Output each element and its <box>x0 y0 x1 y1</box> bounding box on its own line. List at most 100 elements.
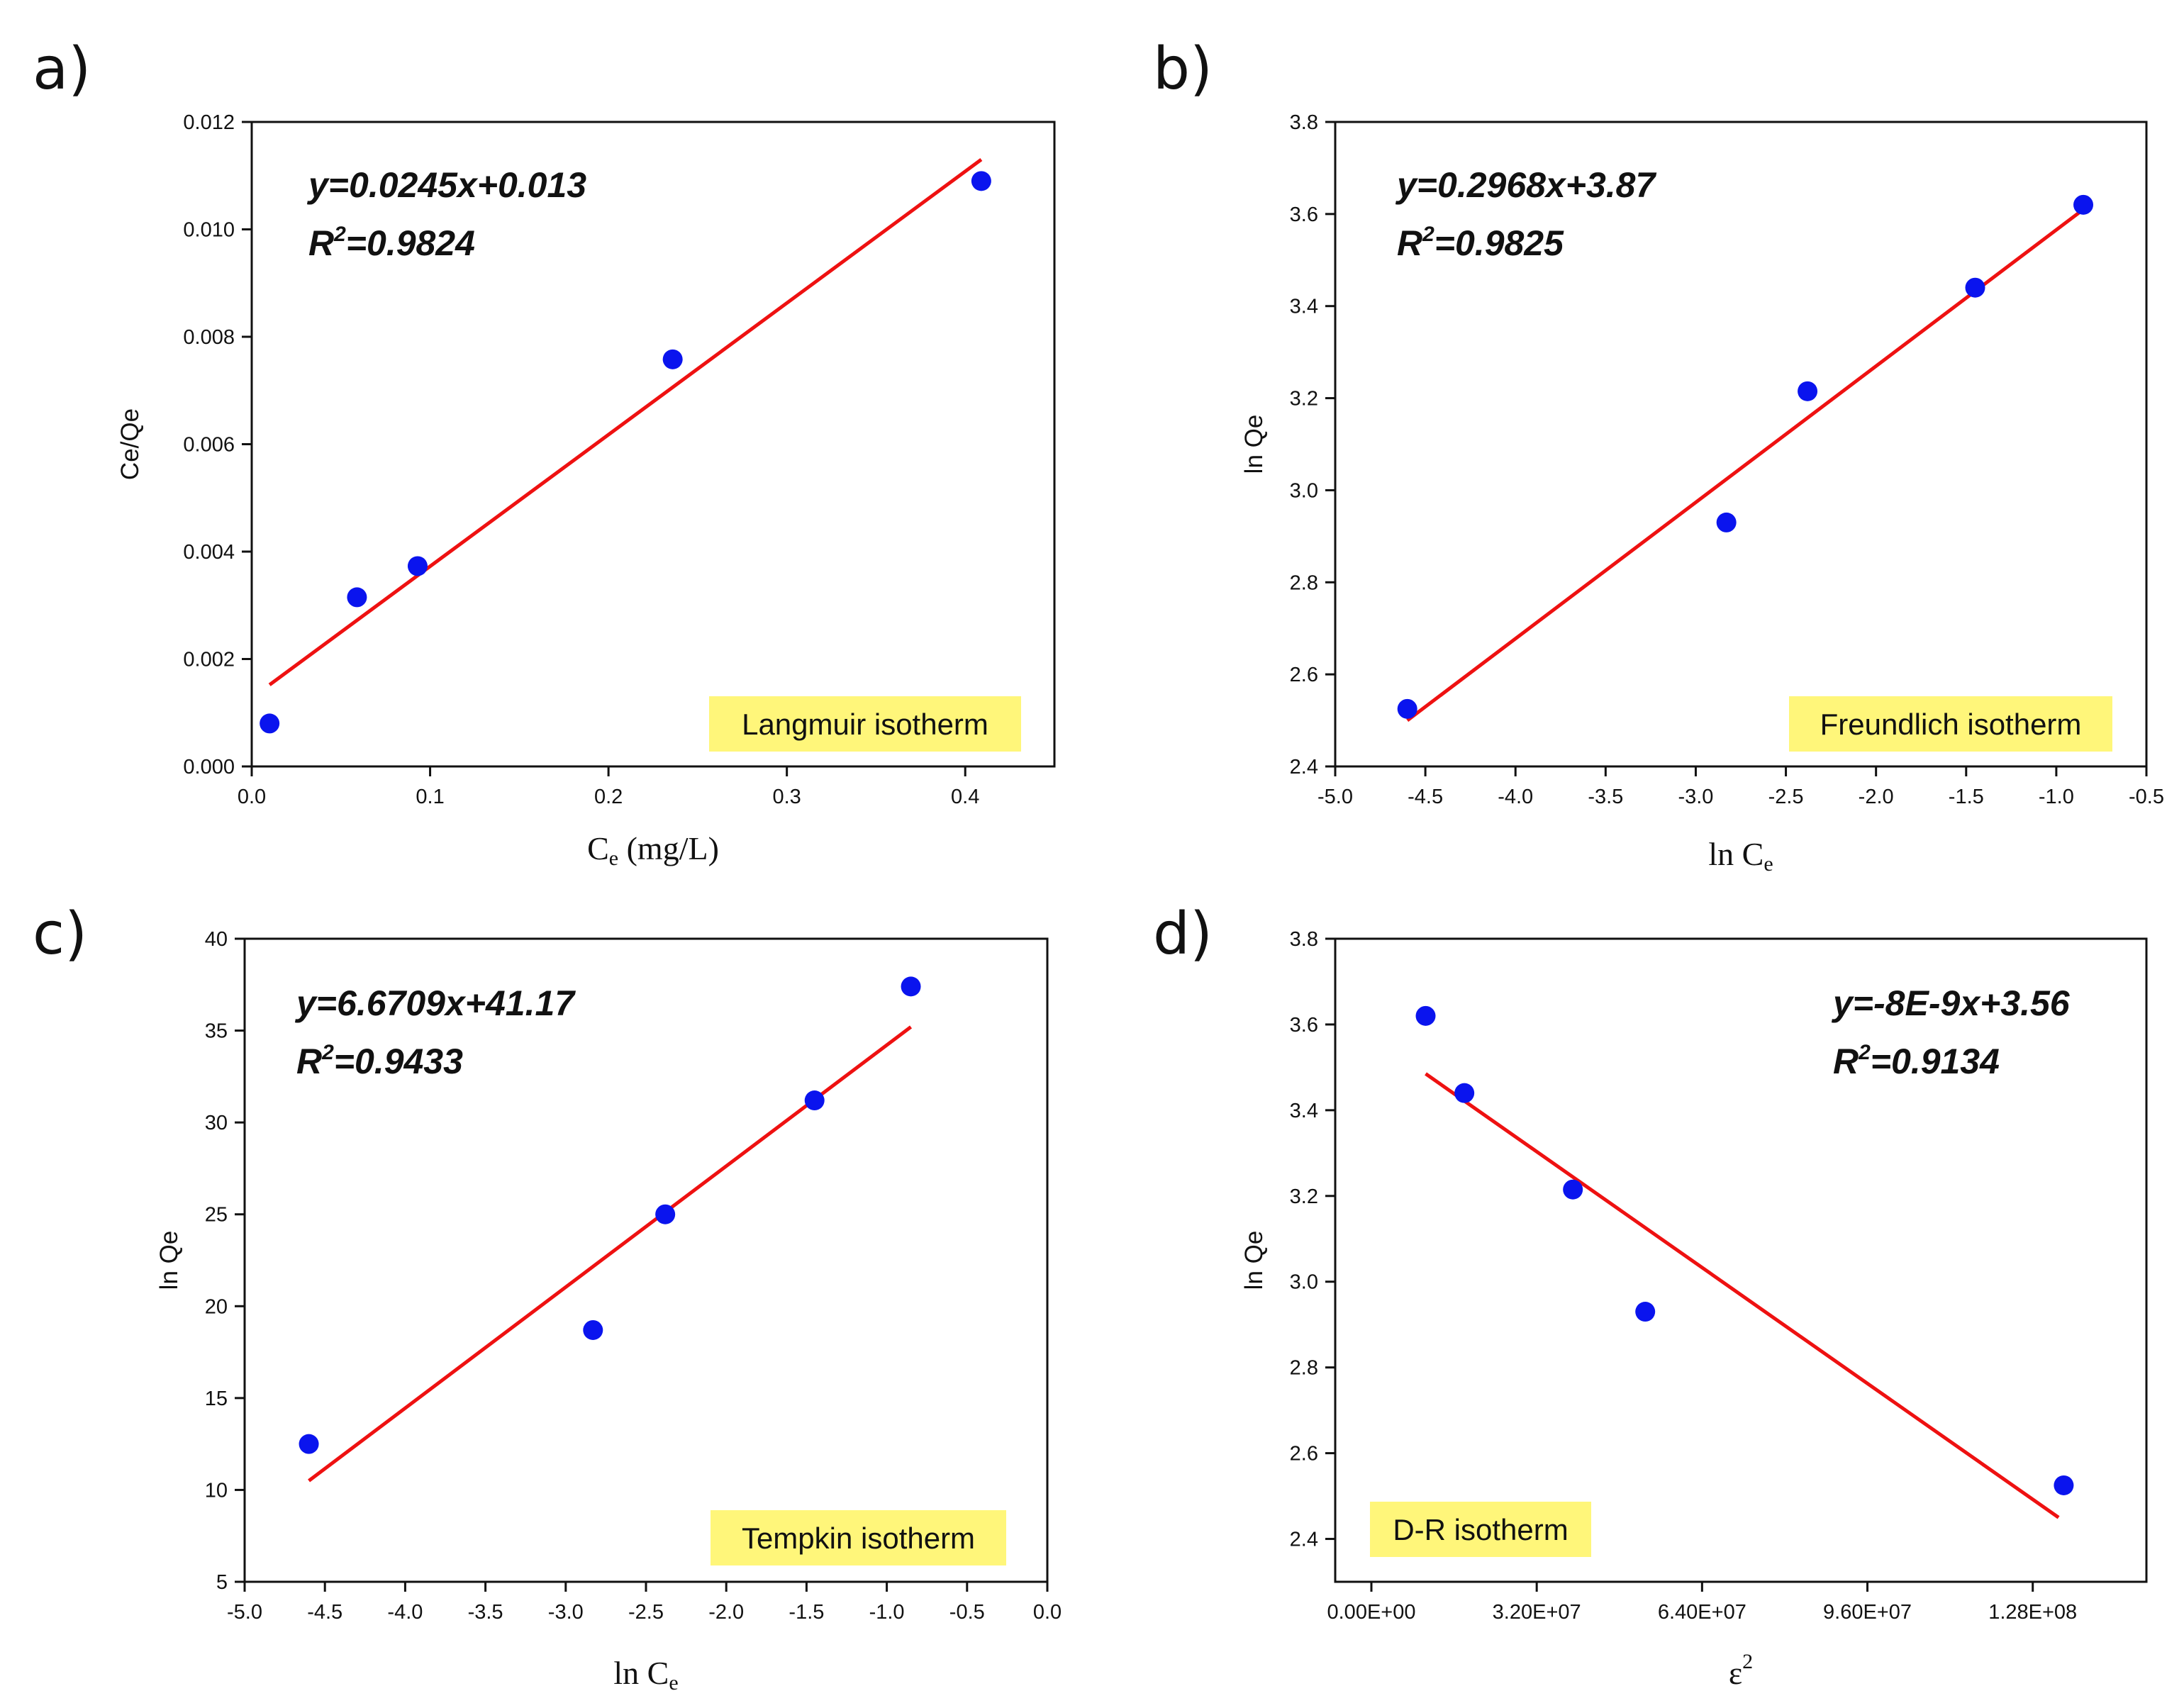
y-tick-label: 2.6 <box>1290 664 1318 686</box>
legend-box <box>1789 696 2112 752</box>
y-tick-label: 2.8 <box>1290 571 1318 594</box>
data-point <box>260 713 280 734</box>
r-squared: R2=0.9433 <box>296 1041 463 1081</box>
data-point <box>1635 1302 1656 1322</box>
fit-equation: y=-8E-9x+3.56 <box>1831 983 2071 1023</box>
y-tick-label: 40 <box>205 928 228 951</box>
plot-frame <box>1334 121 2148 768</box>
chart-freundlich: -5.0 -4.5 -4.0 -3.5 -3.0 -2.5 -2.0 -1.5 -1.0 -0.5… <box>1240 111 2164 876</box>
y-tick-label: 3.8 <box>1290 111 1318 134</box>
x-tick-label: -4.5 <box>1408 786 1443 808</box>
y-axis-title: Ce/Qe <box>116 408 144 480</box>
x-tick-label: 0.1 <box>416 786 444 808</box>
y-tick-label: 25 <box>205 1204 228 1227</box>
y-tick-label: 3.4 <box>1290 1100 1318 1122</box>
fit-equation: y=6.6709x+41.17 <box>294 983 576 1023</box>
y-axis-title: ln Qe <box>1240 415 1268 474</box>
chart-dr: 0.00E+00 3.20E+07 6.40E+07 9.60E+07 1.28E+08… <box>1240 928 2148 1691</box>
x-tick-label: -0.5 <box>2129 786 2164 808</box>
data-point <box>1415 1005 1436 1026</box>
y-tick-label: 3.8 <box>1290 928 1318 951</box>
data-point <box>2073 194 2094 215</box>
y-axis-title: ln Qe <box>155 1231 183 1290</box>
x-tick-label: -1.5 <box>789 1601 824 1624</box>
data-point <box>655 1204 676 1224</box>
panel-langmuir: a) 0.0 0.1 0.2 0.3 0.4 0.000 0.002 0.004 0.006 0.… <box>0 0 1092 872</box>
panel-dr: d) 0.00E+00 3.20E+07 6.40E+07 9.60E+07 1.28E… <box>1092 872 2184 1708</box>
legend-box <box>711 1510 1006 1565</box>
y-tick-label: 3.2 <box>1290 388 1318 411</box>
x-tick-label: 0.3 <box>773 786 801 808</box>
y-tick-label: 15 <box>205 1388 228 1410</box>
x-tick-label: 0.2 <box>594 786 623 808</box>
x-tick-label: 9.60E+07 <box>1823 1601 1912 1624</box>
x-tick-label: 0.0 <box>238 786 266 808</box>
y-tick-label: 3.6 <box>1290 203 1318 226</box>
x-tick-label: -2.0 <box>1859 786 1894 808</box>
x-tick-label: 0.0 <box>1033 1601 1062 1624</box>
plot-frame <box>243 937 1049 1583</box>
legend-label: Freundlich isotherm <box>1820 708 2082 741</box>
panel-label-a: a) <box>33 35 91 103</box>
y-tick-label: 0.000 <box>183 756 235 778</box>
y-tick-label: 3.2 <box>1290 1185 1318 1208</box>
data-point <box>583 1319 603 1340</box>
x-tick-label: -2.5 <box>628 1601 664 1624</box>
panel-freundlich: b) -5.0 -4.5 -4.0 -3.5 -3.0 -2.5 -2.0 -1.5 -1.0-… <box>1092 0 2184 876</box>
fit-equation: y=0.0245x+0.013 <box>306 165 586 205</box>
fit-equation: y=0.2968x+3.87 <box>1395 165 1656 205</box>
y-tick-label: 30 <box>205 1112 228 1134</box>
legend-label: Langmuir isotherm <box>742 708 988 741</box>
x-tick-label: -4.0 <box>1498 786 1533 808</box>
x-tick-label: -5.0 <box>227 1601 262 1624</box>
chart-tempkin: -5.0 -4.5 -4.0 -3.5 -3.0 -2.5 -2.0 -1.5 -1.0 -0.5… <box>155 928 1062 1695</box>
y-tick-label: 0.004 <box>183 541 235 564</box>
y-tick-label: 0.008 <box>183 326 235 349</box>
y-tick-label: 0.010 <box>183 219 235 242</box>
data-point <box>971 171 991 191</box>
data-point <box>2054 1475 2074 1495</box>
data-point <box>901 976 921 997</box>
x-axis-title: ln Ce <box>1708 836 1773 876</box>
fit-line <box>268 158 983 686</box>
y-tick-label: 20 <box>205 1295 228 1318</box>
x-tick-label: -1.0 <box>2039 786 2074 808</box>
x-tick-label: -5.0 <box>1317 786 1353 808</box>
y-tick-label: 10 <box>205 1479 228 1502</box>
legend-label: D-R isotherm <box>1393 1513 1568 1546</box>
r-squared: R2=0.9134 <box>1833 1041 2000 1081</box>
data-point <box>1798 381 1818 401</box>
x-axis-title: Ce (mg/L) <box>587 830 719 870</box>
y-tick-label: 35 <box>205 1020 228 1043</box>
x-tick-label: -3.0 <box>1678 786 1713 808</box>
panel-tempkin: c) -5.0 -4.5 -4.0 -3.5 -3.0 -2.5 -2.0 -1.5 -1.0-… <box>0 872 1092 1708</box>
y-tick-label: 3.0 <box>1290 1271 1318 1294</box>
x-tick-label: -2.5 <box>1768 786 1804 808</box>
r-squared: R2=0.9824 <box>308 223 475 263</box>
data-point <box>1397 698 1417 719</box>
y-axis-title: ln Qe <box>1240 1231 1268 1290</box>
data-point <box>804 1090 825 1111</box>
y-tick-label: 0.002 <box>183 649 235 671</box>
x-tick-label: 0.4 <box>951 786 979 808</box>
x-tick-label: 6.40E+07 <box>1658 1601 1746 1624</box>
plot-frame <box>250 121 1056 768</box>
x-tick-label: -4.0 <box>387 1601 423 1624</box>
y-tick-label: 0.006 <box>183 434 235 457</box>
panel-label-b: b) <box>1153 35 1213 103</box>
data-point <box>1563 1179 1583 1200</box>
legend-box <box>1370 1502 1591 1557</box>
y-tick-label: 2.4 <box>1290 1529 1318 1551</box>
x-tick-label: -0.5 <box>949 1601 985 1624</box>
panel-label-d: d) <box>1153 900 1213 968</box>
x-tick-label: 1.28E+08 <box>1988 1601 2077 1624</box>
plot-frame <box>1334 937 2148 1583</box>
y-tick-label: 2.6 <box>1290 1443 1318 1466</box>
x-tick-label: -4.5 <box>307 1601 342 1624</box>
y-tick-label: 3.4 <box>1290 296 1318 318</box>
chart-langmuir: 0.0 0.1 0.2 0.3 0.4 0.000 0.002 0.004 0.006 0.008… <box>116 111 1056 870</box>
fit-line <box>1425 1072 2060 1519</box>
data-point <box>299 1434 319 1454</box>
data-point <box>662 349 683 369</box>
x-tick-label: -3.5 <box>1588 786 1623 808</box>
